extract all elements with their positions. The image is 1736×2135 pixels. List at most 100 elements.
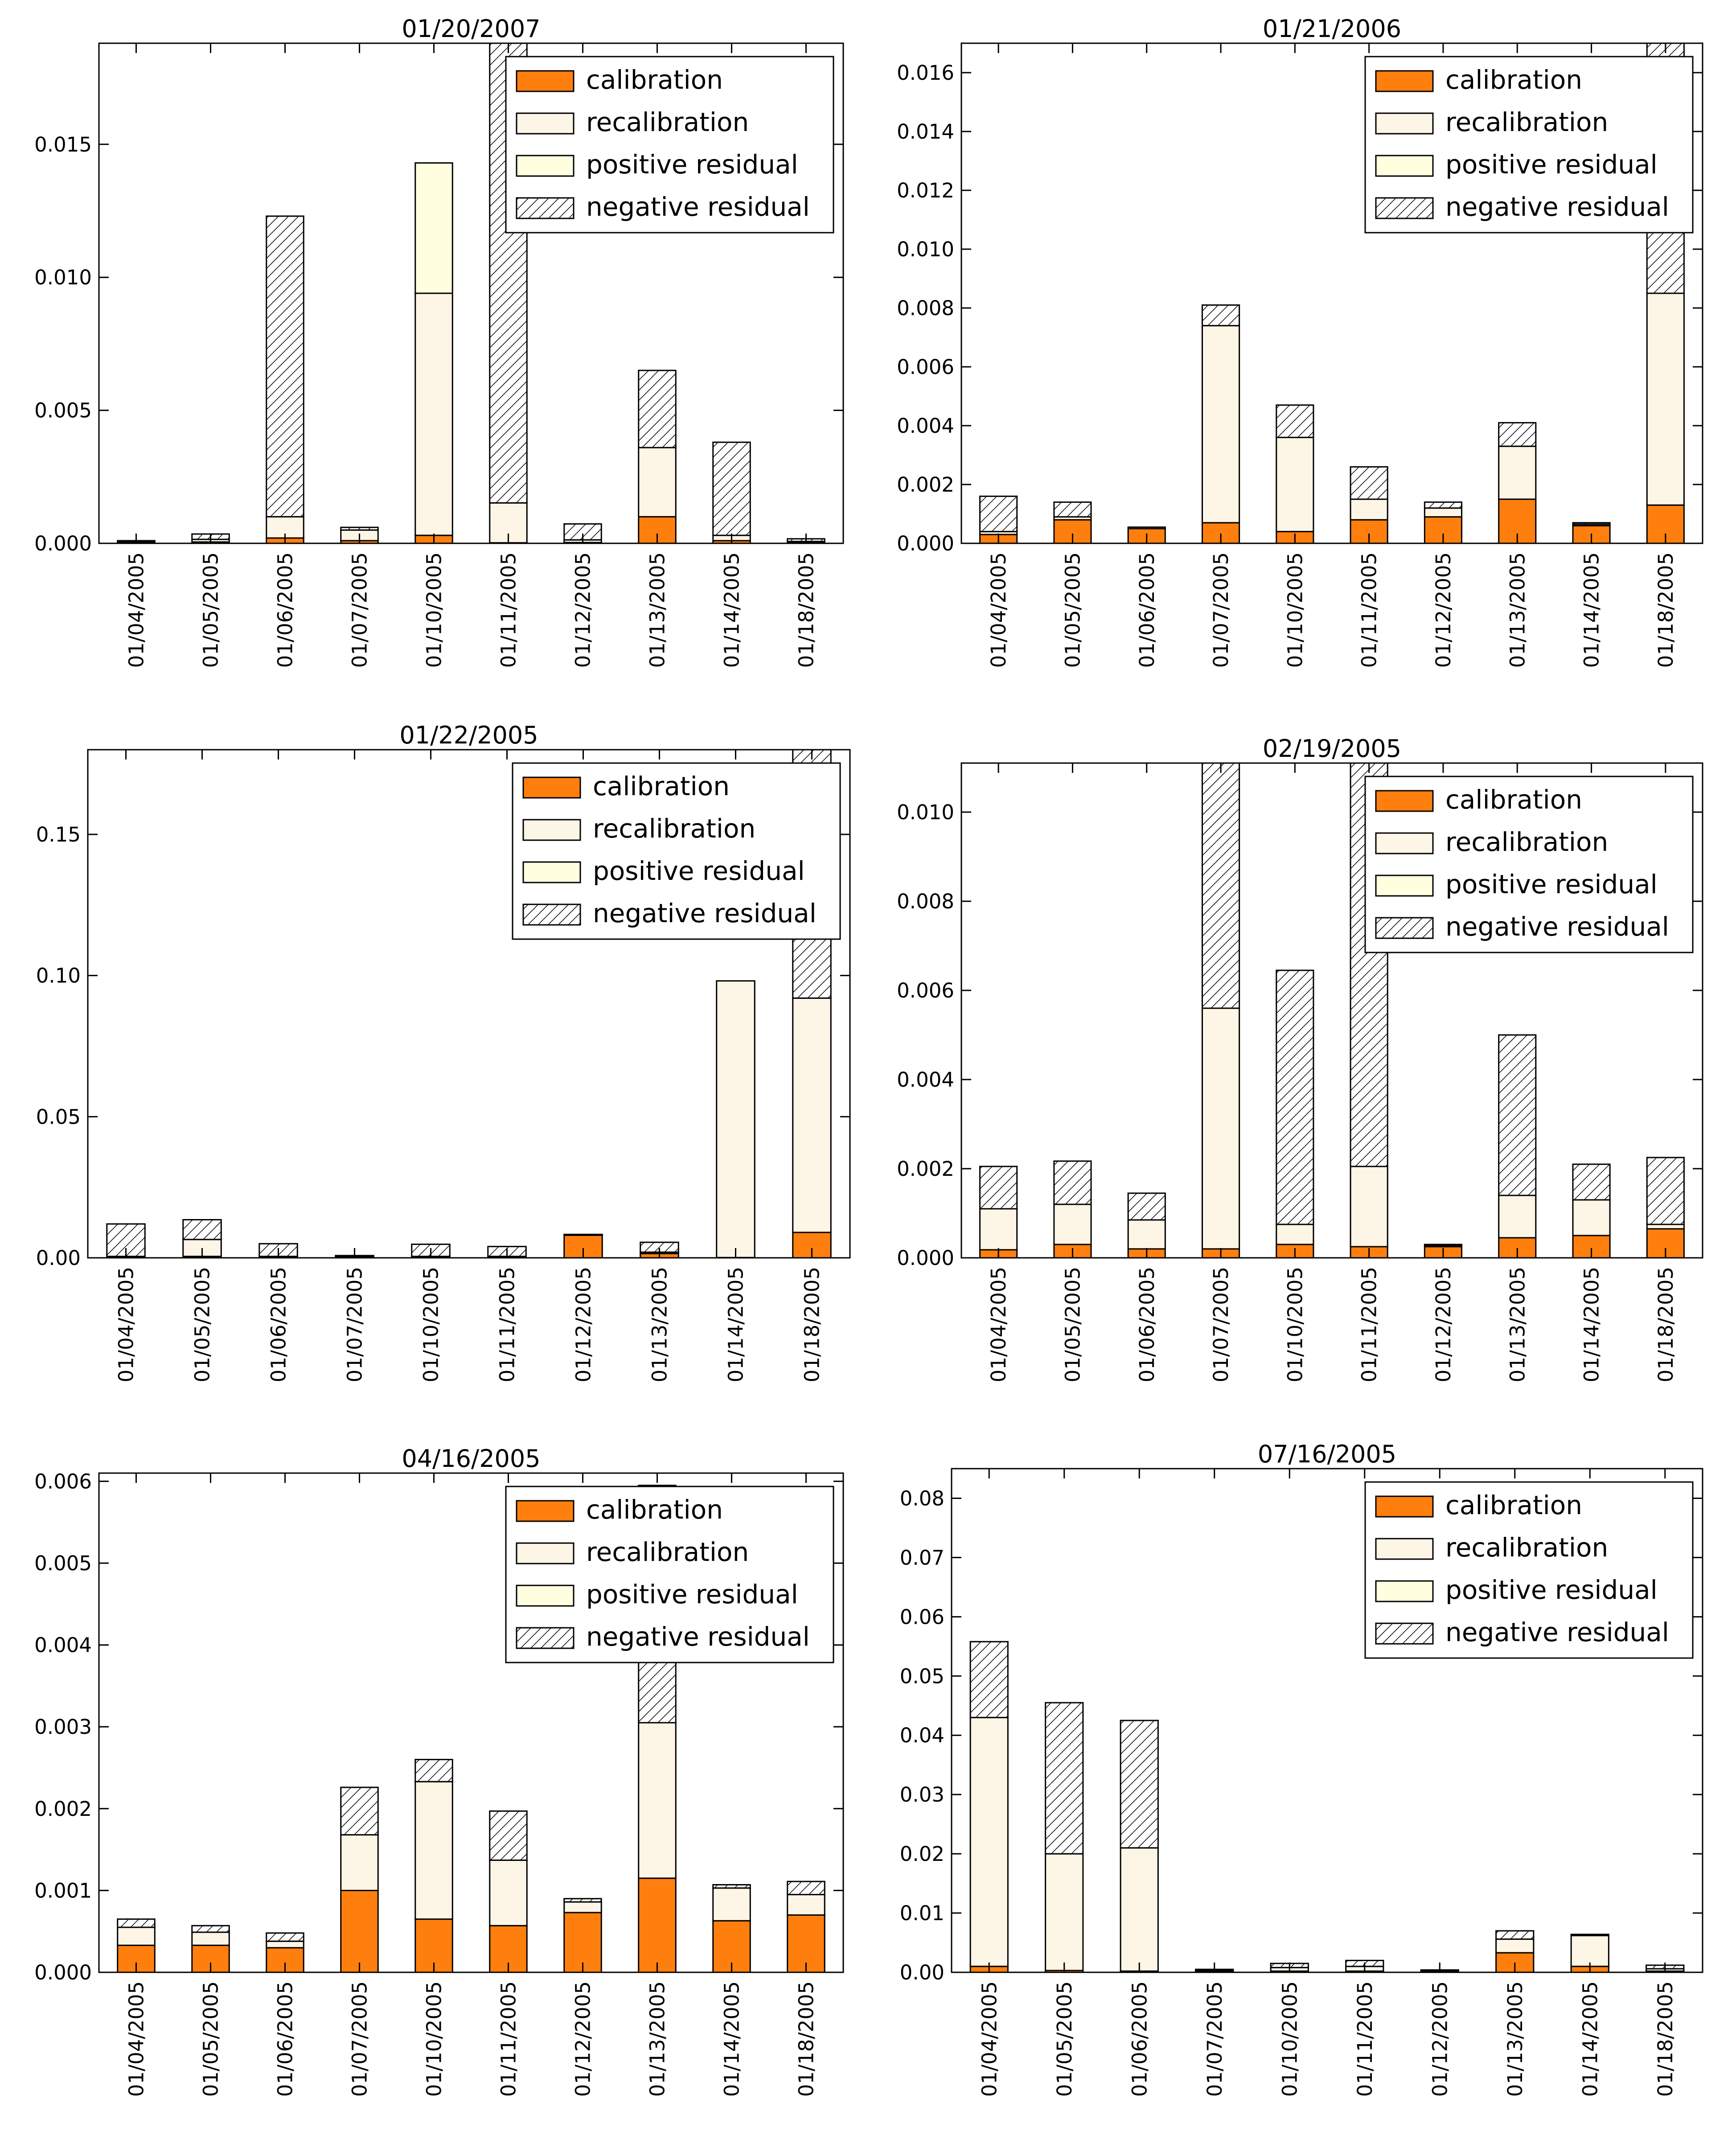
legend-label-negative-residual: negative residual [593,898,817,928]
x-tick-label: 01/06/2005 [274,552,297,668]
x-tick-label: 01/13/2005 [1506,1267,1529,1382]
x-tick-label: 01/14/2005 [1580,1267,1604,1382]
bar-negative-residual-9 [1572,1163,1611,1201]
x-tick-label: 01/11/2005 [497,1981,521,2097]
x-tick-label: 01/06/2005 [267,1267,291,1382]
x-tick-label: 01/10/2005 [1283,1267,1307,1382]
bar-recalibration-5 [415,292,453,536]
bar-negative-residual-6 [1350,466,1388,500]
x-tick-label: 01/10/2005 [419,1267,443,1382]
bar-negative-residual-8 [1498,422,1537,447]
x-tick-label: 01/06/2005 [1135,1267,1159,1382]
bar-recalibration-7 [1424,507,1463,518]
bar-negative-residual-6 [1350,763,1388,1167]
bar-recalibration-4 [1201,325,1240,524]
y-tick-label: 0.004 [897,414,954,438]
chart-panel-1: 0.000 0.005 0.010 0.015 01/04/2005 01/05/2005… [34,15,844,668]
y-tick-label: 0.005 [34,1552,92,1575]
x-tick-label: 01/12/2005 [571,1981,595,2097]
y-tick-label: 0.000 [34,1961,92,1984]
legend-swatch-calibration [516,1500,575,1522]
x-tick-label: 01/18/2005 [1654,552,1678,668]
bar-negative-residual-5 [1276,969,1314,1225]
bar-negative-residual-10 [787,1880,825,1896]
bar-negative-residual-1 [979,495,1018,533]
y-tick-label: 0.010 [34,266,92,289]
bar-calibration-8 [638,1877,677,1972]
bar-negative-residual-3 [266,215,304,517]
bar-negative-residual-9 [1570,1934,1609,1937]
y-tick-label: 0.10 [36,964,81,988]
bar-recalibration-1 [117,1926,156,1946]
legend-label-recalibration: recalibration [1445,1532,1608,1563]
bar-negative-residual-5 [415,1759,453,1782]
bar-recalibration-5 [415,1781,453,1920]
y-tick-label: 0.008 [897,296,954,320]
y-tick-label: 0.010 [897,801,954,824]
legend-swatch-negative-residual [1375,917,1434,939]
y-tick-label: 0.005 [34,399,92,423]
bar-recalibration-2 [191,1931,230,1946]
plot-frame [960,42,1703,544]
bar-calibration-9 [712,1920,751,1972]
legend-label-recalibration: recalibration [586,1537,749,1567]
x-tick-label: 01/04/2005 [987,1267,1010,1382]
bar-recalibration-1 [969,1716,1009,1967]
legend-label-negative-residual: negative residual [1445,192,1669,222]
x-tick-label: 01/05/2005 [1061,552,1084,668]
x-tick-label: 01/18/2005 [1654,1981,1677,2097]
x-tick-label: 01/18/2005 [795,552,818,668]
bar-recalibration-10 [792,997,832,1233]
x-tick-label: 01/07/2005 [348,552,372,668]
x-tick-label: 01/12/2005 [1432,1267,1455,1382]
bar-negative-residual-8 [638,370,677,448]
x-tick-label: 01/05/2005 [199,1981,223,2097]
y-tick-label: 0.06 [900,1605,944,1629]
bars [979,43,1685,543]
legend-label-positive-residual: positive residual [1445,869,1658,899]
bar-recalibration-3 [266,1940,304,1949]
y-tick-label: 0.004 [34,1634,92,1657]
x-tick-label: 01/11/2005 [497,552,521,668]
bar-recalibration-1 [979,1208,1018,1251]
bars [106,750,832,1258]
legend-label-positive-residual: positive residual [1445,1575,1658,1605]
y-tick-label: 0.000 [897,532,954,555]
legend-swatch-negative-residual [522,903,581,926]
bar-negative-residual-2 [1053,501,1092,518]
y-tick-label: 0.012 [897,179,954,202]
x-tick-label: 01/14/2005 [720,552,744,668]
legend-swatch-calibration [516,70,575,92]
legend-swatch-calibration [1375,70,1434,92]
bar-negative-residual-9 [712,441,751,536]
bar-recalibration-7 [563,1233,603,1236]
y-tick-label: 0.04 [900,1724,944,1747]
x-tick-label: 01/13/2005 [1503,1981,1527,2097]
y-tick-label: 0.05 [900,1664,944,1688]
chart-title: 07/16/2005 [1258,1440,1396,1468]
bar-negative-residual-2 [191,1925,230,1933]
legend-label-positive-residual: positive residual [586,149,798,180]
bar-recalibration-8 [1498,445,1537,500]
legend: calibration recalibration positive residua… [512,762,841,940]
legend-swatch-recalibration [516,1542,575,1564]
bar-recalibration-8 [1495,1938,1535,1954]
bar-recalibration-9 [1572,1199,1611,1236]
bar-negative-residual-3 [266,1932,304,1942]
chart-title: 02/19/2005 [1263,735,1401,763]
legend-swatch-calibration [1375,790,1434,812]
bar-recalibration-10 [787,1894,825,1916]
x-tick-label: 01/05/2005 [1053,1981,1076,2097]
x-tick-label: 01/10/2005 [423,552,446,668]
y-tick-label: 0.15 [36,823,81,846]
x-tick-label: 01/18/2005 [1654,1267,1678,1382]
plot-frame [87,749,851,1259]
y-tick-label: 0.002 [897,1157,954,1181]
plot-frame [960,762,1703,1259]
legend-label-calibration: calibration [586,65,723,95]
bar-recalibration-6 [1350,498,1388,521]
legend-swatch-negative-residual [516,1627,575,1649]
legend-swatch-positive-residual [1375,875,1434,897]
bar-recalibration-6 [489,1859,528,1926]
